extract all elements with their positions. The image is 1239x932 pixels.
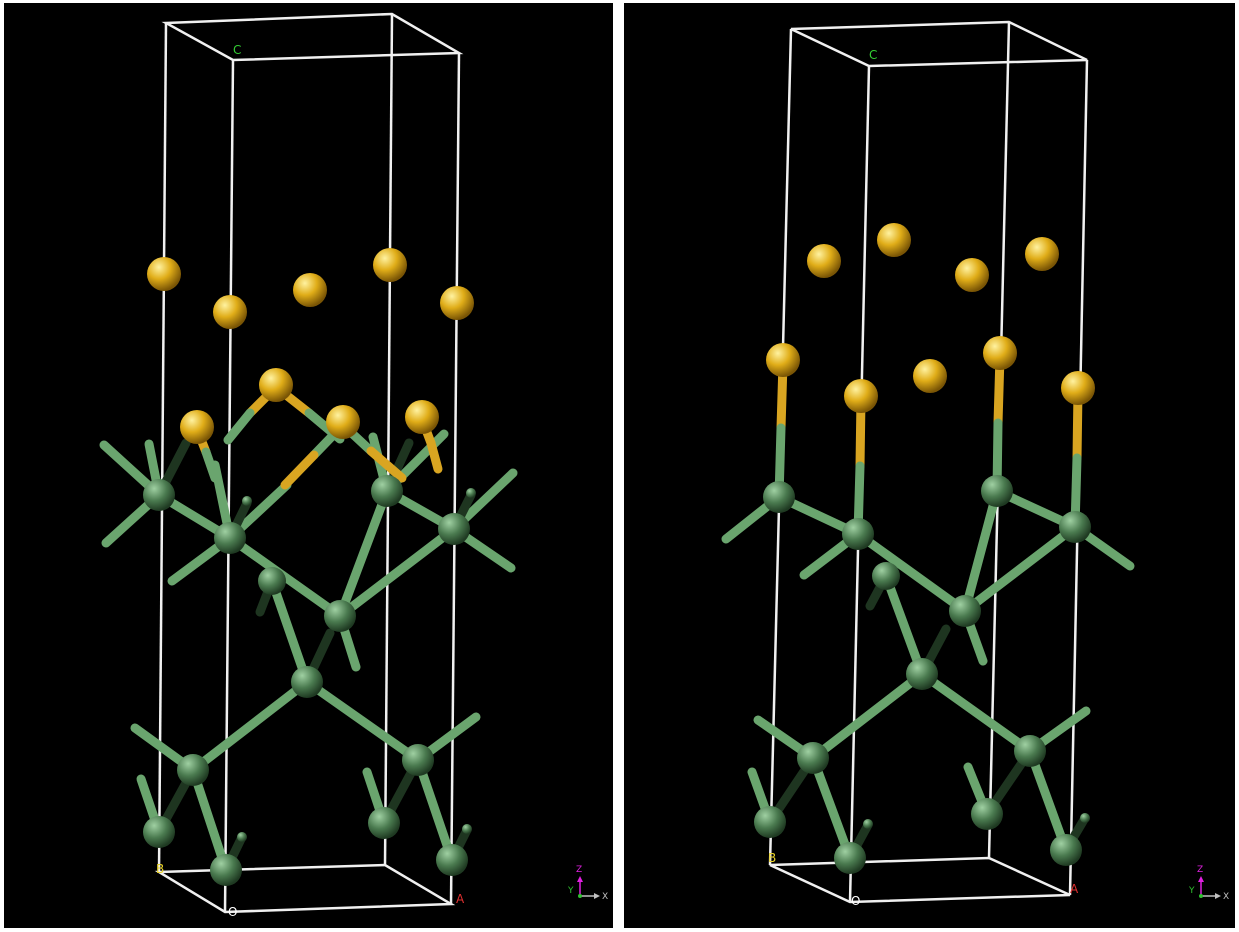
axis-label-y: Y: [567, 886, 574, 896]
axis-label-x: X: [602, 892, 608, 902]
axis-label-z: Z: [576, 865, 582, 875]
green-atom: [797, 742, 829, 774]
cell-label-c: C: [869, 48, 877, 62]
cell-label-o: O: [228, 905, 237, 919]
green-atom: [368, 807, 400, 839]
crystal-structure-view-left[interactable]: C B O A Z Y X: [4, 3, 613, 928]
axis-label-z: Z: [1197, 865, 1203, 875]
gold-atom: [213, 295, 247, 329]
green-bonds-dark: [765, 571, 1090, 863]
green-atom: [324, 600, 356, 632]
gold-atom: [844, 379, 878, 413]
gold-atom: [766, 343, 800, 377]
green-atoms: [143, 475, 476, 886]
cell-label-a: A: [1070, 882, 1079, 896]
green-atom: [949, 595, 981, 627]
green-atom: [754, 806, 786, 838]
green-atom-stub: [237, 832, 247, 842]
green-atom-stub: [863, 819, 873, 829]
gold-atom: [955, 258, 989, 292]
cell-label-a: A: [456, 892, 465, 906]
green-atom: [436, 844, 468, 876]
green-atom: [143, 479, 175, 511]
green-atom: [834, 842, 866, 874]
green-atom: [872, 562, 900, 590]
gold-atom: [373, 248, 407, 282]
cell-edge: [383, 13, 394, 866]
gold-atom: [913, 359, 947, 393]
green-atom: [214, 522, 246, 554]
gold-atom: [1061, 371, 1095, 405]
green-atoms: [754, 475, 1091, 874]
green-atom-stub: [462, 824, 472, 834]
gold-atom: [807, 244, 841, 278]
gold-atoms: [147, 248, 474, 444]
cell-label-o: O: [851, 894, 860, 908]
green-atom: [842, 518, 874, 550]
green-atom: [981, 475, 1013, 507]
cell-bottom-face: [769, 856, 1071, 904]
gold-atom: [147, 257, 181, 291]
axis-label-x: X: [1223, 892, 1229, 902]
green-atom: [402, 744, 434, 776]
green-atom: [906, 658, 938, 690]
cell-label-c: C: [233, 43, 241, 57]
cell-edge: [449, 52, 461, 905]
green-bonds: [99, 429, 518, 875]
green-atom: [371, 475, 403, 507]
gold-atom: [326, 405, 360, 439]
gold-atom: [293, 273, 327, 307]
green-atom-stub: [466, 488, 476, 498]
green-atom: [763, 481, 795, 513]
green-atom: [438, 513, 470, 545]
axis-label-y: Y: [1188, 886, 1195, 896]
gold-atoms: [766, 223, 1095, 413]
green-atom: [1050, 834, 1082, 866]
green-atom: [258, 567, 286, 595]
axis-triad: Z Y X: [567, 865, 608, 902]
gold-atom: [983, 336, 1017, 370]
green-atom: [143, 816, 175, 848]
green-atom: [291, 666, 323, 698]
gold-atom: [440, 286, 474, 320]
cell-bottom-face: [154, 863, 456, 914]
cell-label-b: B: [156, 862, 164, 876]
green-atom-stub: [242, 496, 252, 506]
gold-atom: [259, 368, 293, 402]
green-atom: [1059, 511, 1091, 543]
unit-cell: [154, 12, 464, 914]
green-atom-stub: [1080, 813, 1090, 823]
gold-atom: [877, 223, 911, 257]
green-atom: [971, 798, 1003, 830]
gold-atom: [405, 400, 439, 434]
green-atom: [177, 754, 209, 786]
crystal-structure-view-right[interactable]: C B O A Z Y X: [624, 3, 1235, 928]
structure-panel-left[interactable]: C B O A Z Y X: [4, 3, 613, 928]
green-atom: [210, 854, 242, 886]
structure-panel-right[interactable]: C B O A Z Y X: [624, 3, 1235, 928]
green-atom: [1014, 735, 1046, 767]
gold-atom: [1025, 237, 1059, 271]
cell-edge: [223, 59, 235, 913]
gold-atom: [180, 410, 214, 444]
cell-edge: [157, 22, 168, 873]
cell-label-b: B: [768, 851, 776, 865]
axis-triad: Z Y X: [1188, 865, 1229, 902]
cell-top-face: [790, 20, 1088, 68]
cell-top-face: [161, 12, 464, 62]
